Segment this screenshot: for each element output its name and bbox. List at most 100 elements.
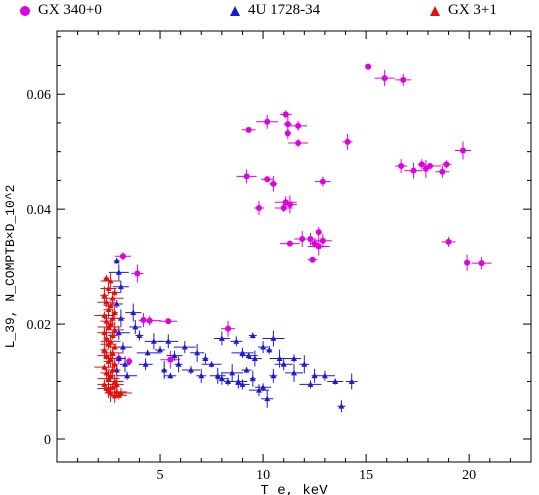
data-point <box>167 356 174 363</box>
data-point <box>109 295 116 301</box>
data-point <box>307 381 314 387</box>
data-point <box>270 335 277 341</box>
data-point <box>445 238 452 245</box>
legend-item-gx340: GX 340+0 <box>20 2 102 19</box>
data-point <box>208 361 215 367</box>
data-point <box>245 126 252 133</box>
data-point <box>264 118 271 125</box>
legend-label: 4U 1728-34 <box>248 2 321 18</box>
data-point <box>443 161 450 168</box>
x-tick-label: 15 <box>359 468 373 483</box>
data-point <box>103 335 110 341</box>
data-point <box>111 289 118 295</box>
data-point <box>243 367 250 373</box>
data-point <box>243 173 250 180</box>
data-point <box>132 323 139 330</box>
data-point <box>103 275 110 281</box>
data-point <box>400 76 407 83</box>
data-point <box>214 372 221 379</box>
data-point <box>321 372 328 379</box>
data-point <box>459 147 466 154</box>
data-point <box>348 378 355 384</box>
legend-triangle-marker <box>430 5 440 16</box>
x-tick-label: 5 <box>157 468 164 483</box>
data-point <box>115 329 122 336</box>
data-point <box>111 344 118 350</box>
data-point <box>301 361 308 367</box>
data-point <box>101 381 108 387</box>
data-point <box>299 236 306 243</box>
data-point <box>307 236 314 243</box>
data-point <box>229 369 236 376</box>
data-point <box>315 243 322 250</box>
data-point <box>251 355 258 361</box>
data-point <box>309 256 316 263</box>
data-point <box>109 332 116 338</box>
y-tick-label: 0 <box>44 433 51 448</box>
data-point <box>105 323 112 330</box>
y-axis-label: L_39, N_COMPTB×D_10^2 <box>3 185 18 349</box>
data-point <box>245 352 252 359</box>
data-point <box>111 392 118 399</box>
legend-item-gx3: GX 3+1 <box>430 2 497 19</box>
data-point <box>280 204 287 211</box>
data-point <box>194 349 201 356</box>
data-point <box>464 259 471 266</box>
data-point <box>144 349 151 356</box>
data-point <box>161 367 168 373</box>
data-point <box>134 270 141 277</box>
data-point <box>338 403 345 409</box>
data-point <box>381 75 388 82</box>
data-point <box>111 361 118 367</box>
data-point <box>126 358 133 365</box>
data-point <box>276 355 283 361</box>
data-point <box>117 283 124 290</box>
data-point <box>270 372 277 379</box>
data-point <box>103 299 110 305</box>
data-point <box>105 306 112 313</box>
legend-circle-marker <box>20 5 30 16</box>
data-point <box>198 372 205 379</box>
data-point <box>115 269 122 275</box>
data-point <box>165 318 172 325</box>
data-point <box>332 378 339 384</box>
data-point <box>181 344 188 350</box>
data-point <box>280 361 287 367</box>
data-point <box>202 355 209 361</box>
data-point <box>187 367 194 373</box>
data-point <box>122 361 129 367</box>
legend-triangle-marker <box>230 5 240 16</box>
data-point <box>103 369 110 376</box>
data-point <box>295 140 302 147</box>
data-point <box>119 253 126 260</box>
y-tick-label: 0.06 <box>27 88 52 103</box>
data-point <box>365 63 372 70</box>
x-axis-label: T_e, keV <box>260 483 328 495</box>
data-point <box>119 344 126 350</box>
data-point <box>103 385 110 391</box>
data-point <box>239 349 246 356</box>
legend: GX 340+0 4U 1728-34 GX 3+1 <box>0 2 539 24</box>
data-point <box>260 384 267 390</box>
data-point <box>157 346 164 353</box>
data-point <box>225 325 232 332</box>
data-point <box>115 355 122 361</box>
data-point <box>101 292 108 298</box>
data-point <box>264 176 271 183</box>
legend-label: GX 340+0 <box>38 2 102 18</box>
data-point <box>249 332 256 338</box>
data-point <box>109 315 116 321</box>
data-point <box>295 122 302 129</box>
data-point <box>109 349 116 356</box>
data-point <box>218 375 225 382</box>
data-point <box>398 163 405 170</box>
data-point <box>255 204 262 211</box>
data-point <box>171 352 178 359</box>
data-point <box>422 165 429 172</box>
data-point <box>167 372 174 379</box>
data-point <box>140 317 147 324</box>
x-tick-label: 20 <box>462 468 476 483</box>
data-point <box>291 369 297 376</box>
data-point <box>105 375 112 382</box>
